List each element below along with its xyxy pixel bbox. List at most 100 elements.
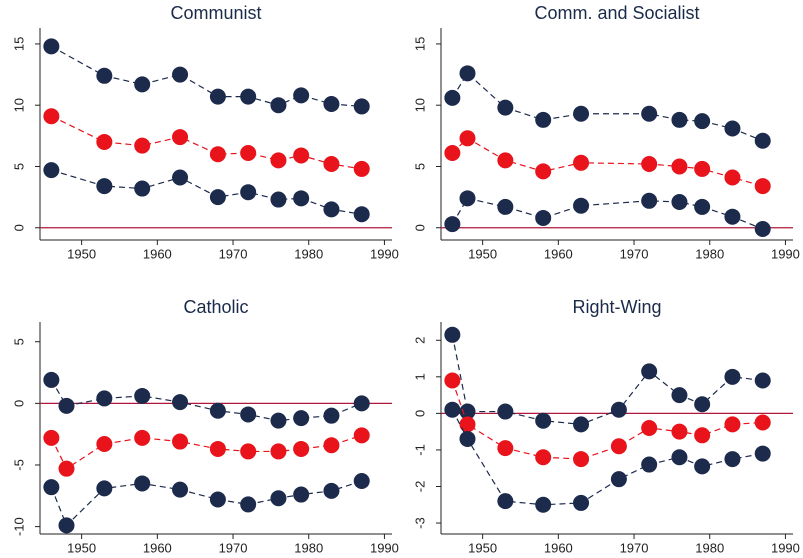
data-point — [444, 89, 461, 106]
data-point — [58, 397, 75, 414]
data-point — [754, 220, 771, 237]
data-point — [573, 451, 590, 468]
data-point — [573, 416, 590, 433]
series-line — [451, 137, 763, 187]
data-point — [353, 427, 370, 444]
data-point — [671, 387, 688, 404]
series-line — [451, 409, 763, 506]
series-line — [51, 45, 362, 108]
data-point — [694, 458, 711, 475]
data-point — [459, 65, 476, 82]
y-tick-label: 10 — [412, 98, 427, 112]
data-point — [694, 198, 711, 215]
data-point — [172, 66, 189, 83]
data-point — [353, 98, 370, 115]
data-point — [172, 169, 189, 186]
data-point — [323, 482, 340, 499]
y-tick-label: 5 — [11, 338, 26, 345]
data-point — [724, 169, 741, 186]
data-point — [209, 402, 226, 419]
data-point — [459, 190, 476, 207]
x-tick-label: 1960 — [544, 540, 573, 555]
data-point — [240, 88, 257, 105]
data-point — [724, 208, 741, 225]
x-tick-label: 1980 — [294, 540, 323, 555]
data-point — [671, 111, 688, 128]
chart-title: Catholic — [183, 297, 248, 317]
data-point — [754, 414, 771, 431]
data-point — [270, 412, 287, 429]
series-line — [50, 480, 362, 527]
series-line — [451, 197, 763, 230]
data-point — [172, 481, 189, 498]
y-tick-label: 2 — [412, 337, 427, 344]
data-point — [134, 76, 151, 93]
chart-title: Right-Wing — [572, 297, 661, 317]
data-point — [444, 326, 461, 343]
x-tick-label: 1970 — [620, 540, 649, 555]
x-tick-label: 1990 — [370, 540, 399, 555]
y-tick-label: 1 — [412, 373, 427, 380]
data-point — [444, 401, 461, 418]
data-point — [96, 480, 113, 497]
data-point — [134, 429, 151, 446]
data-point — [134, 475, 151, 492]
data-point — [573, 105, 590, 122]
data-point — [724, 368, 741, 385]
data-point — [270, 97, 287, 114]
data-point — [671, 194, 688, 211]
data-point — [293, 410, 310, 427]
data-point — [43, 162, 60, 179]
x-tick-label: 1960 — [544, 246, 573, 261]
data-point — [671, 158, 688, 175]
data-point — [293, 440, 310, 457]
data-point — [172, 394, 189, 411]
data-point — [172, 129, 189, 146]
x-tick-label: 1990 — [771, 540, 800, 555]
y-tick-label: 5 — [11, 163, 26, 170]
data-point — [459, 416, 476, 433]
x-tick-label: 1980 — [695, 246, 724, 261]
data-point — [240, 184, 257, 201]
series-line — [451, 72, 763, 142]
data-point — [240, 443, 257, 460]
data-point — [694, 113, 711, 130]
data-point — [96, 67, 113, 84]
y-tick-label: 0 — [412, 224, 427, 231]
data-point — [694, 427, 711, 444]
data-point — [293, 190, 310, 207]
x-tick-label: 1960 — [143, 540, 172, 555]
y-tick-label: -1 — [412, 444, 427, 456]
data-point — [459, 403, 476, 420]
data-point — [209, 491, 226, 508]
x-tick-label: 1980 — [294, 246, 323, 261]
data-point — [459, 430, 476, 447]
x-tick-label: 1950 — [67, 246, 96, 261]
data-point — [353, 160, 370, 177]
y-tick-label: 10 — [11, 98, 26, 112]
data-point — [323, 201, 340, 218]
data-point — [323, 407, 340, 424]
x-tick-label: 1950 — [468, 246, 497, 261]
data-point — [270, 443, 287, 460]
data-point — [323, 156, 340, 173]
data-point — [754, 132, 771, 149]
data-point — [96, 436, 113, 453]
data-point — [573, 197, 590, 214]
data-point — [43, 38, 60, 55]
chart-title: Comm. and Socialist — [534, 3, 699, 23]
x-tick-label: 1970 — [219, 246, 248, 261]
y-tick-label: 0 — [11, 224, 26, 231]
data-point — [96, 178, 113, 195]
data-point — [497, 493, 514, 510]
series-line — [51, 115, 362, 170]
data-point — [293, 87, 310, 104]
data-point — [610, 471, 627, 488]
data-point — [535, 209, 552, 226]
data-point — [573, 154, 590, 171]
x-tick-label: 1970 — [620, 246, 649, 261]
data-point — [270, 152, 287, 169]
data-point — [353, 206, 370, 223]
data-point — [444, 372, 461, 389]
